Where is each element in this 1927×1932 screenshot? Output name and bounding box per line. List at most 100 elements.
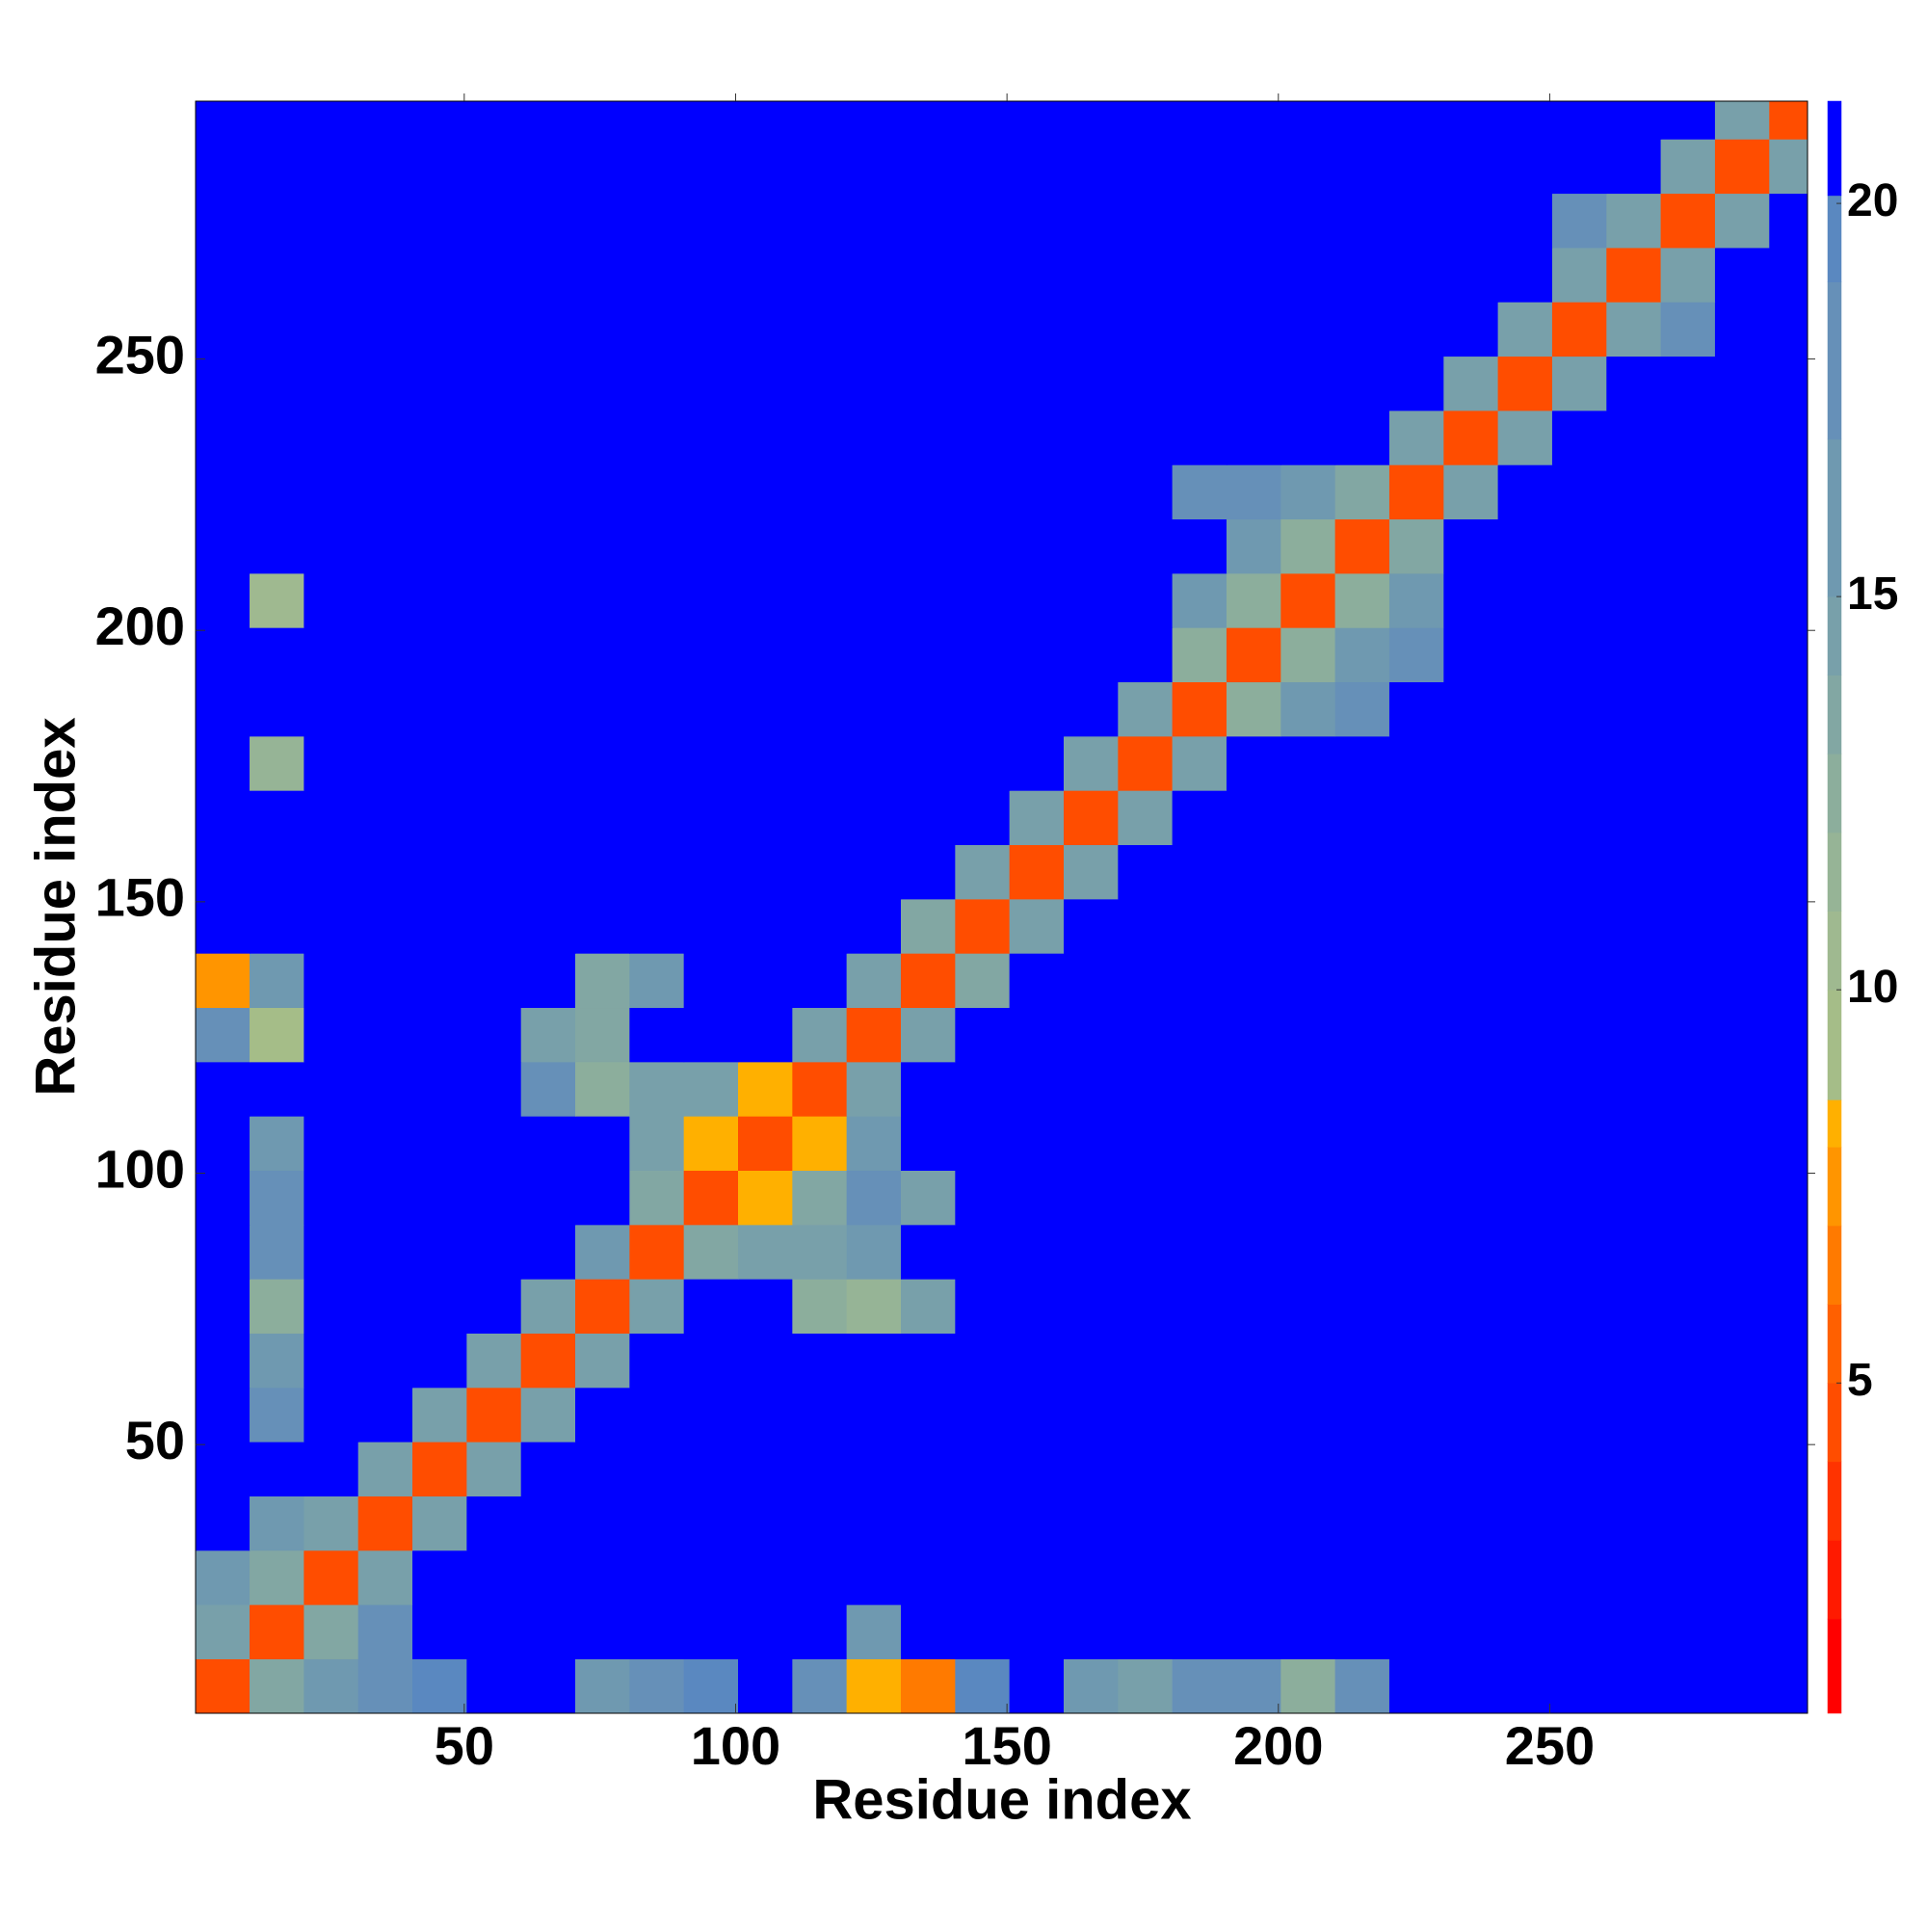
heatmap-cell [575,735,630,791]
heatmap-cell [1334,735,1390,791]
x-axis-title: Residue index [812,1768,1191,1831]
heatmap-cell [1118,572,1174,628]
heatmap-cell [1063,302,1119,357]
heatmap-cell [357,247,413,303]
heatmap-cell [1497,1116,1553,1172]
heatmap-cell [250,1116,304,1172]
colorbar-band [1827,1099,1842,1148]
heatmap-cell [1551,302,1607,357]
heatmap-cell [737,627,793,683]
heatmap-cell [1660,1333,1716,1389]
heatmap-cell [955,1116,1011,1172]
heatmap-cell [683,953,739,1009]
heatmap-cell [1551,139,1607,195]
heatmap-cell [466,1116,522,1172]
heatmap-cell [629,1224,685,1280]
heatmap-cell [900,572,956,628]
heatmap-cell [683,627,739,683]
heatmap-cell [575,518,630,574]
heatmap-cell [1388,1442,1444,1496]
heatmap-cell [1226,735,1281,791]
heatmap-cell [1660,410,1716,465]
heatmap-cell [575,572,630,628]
heatmap-cell [1551,953,1607,1009]
heatmap-cell [683,356,739,411]
heatmap-cell [846,302,902,357]
heatmap-cell [1606,518,1662,574]
heatmap-cell [1660,518,1716,574]
heatmap-cell [357,1170,413,1226]
heatmap-cell [412,139,467,195]
heatmap-cell [900,735,956,791]
heatmap-cell [900,302,956,357]
colorbar-tick-label: 10 [1847,962,1898,1013]
heatmap-cell [846,356,902,411]
heatmap-cell [1443,735,1499,791]
heatmap-cell [250,139,304,195]
heatmap-cell [1551,790,1607,846]
heatmap-cell [1226,1061,1281,1117]
heatmap-cell [1443,844,1499,900]
heatmap-cell [1714,572,1770,628]
heatmap-cell [1388,1170,1444,1226]
heatmap-cell [629,790,685,846]
heatmap-cell [412,1061,467,1117]
heatmap-cell [683,464,739,520]
heatmap-cell [575,193,630,249]
heatmap-cell [250,844,304,900]
heatmap-cell [1443,1333,1499,1389]
heatmap-cell [1063,953,1119,1009]
heatmap-cell [737,100,793,140]
heatmap-cell [304,410,359,465]
heatmap-cell [629,464,685,520]
heatmap-cell [1497,1604,1553,1659]
heatmap-cell [1334,139,1390,195]
heatmap-cell [1769,1061,1808,1117]
heatmap-cell [1660,139,1716,195]
heatmap-cell [1009,464,1065,520]
heatmap-cell [1063,1604,1119,1659]
heatmap-cell [900,1658,956,1714]
heatmap-cell [846,1279,902,1334]
heatmap-cell [357,139,413,195]
heatmap-cell [412,302,467,357]
heatmap-cell [520,356,576,411]
heatmap-cell [466,1061,522,1117]
x-tick-label: 200 [1233,1715,1323,1776]
heatmap-cell [1226,518,1281,574]
heatmap-cell [1551,1279,1607,1334]
heatmap-cell [195,356,251,411]
heatmap-cell [1118,1224,1174,1280]
y-tick-label: 200 [95,595,185,656]
heatmap-cell [737,572,793,628]
heatmap-cell [1009,1549,1065,1605]
heatmap-cell [1172,1224,1227,1280]
colorbar-band [1827,989,1842,1100]
heatmap-cell [1769,1604,1808,1659]
colorbar-tick-label: 15 [1847,569,1898,620]
heatmap-cell [1606,1116,1662,1172]
heatmap-cell [737,1116,793,1172]
heatmap-cell [250,1604,304,1659]
heatmap-cell [1660,1224,1716,1280]
heatmap-cell [1769,518,1808,574]
heatmap-cell [955,100,1011,140]
heatmap-cell [846,1061,902,1117]
heatmap-cell [1714,1442,1770,1496]
heatmap-cell [1660,953,1716,1009]
heatmap-cell [1497,1061,1553,1117]
heatmap-cell [250,1333,304,1389]
heatmap-cell [1334,1007,1390,1063]
heatmap-cell [1551,247,1607,303]
heatmap-cell [412,518,467,574]
heatmap-cell [792,1387,848,1442]
heatmap-cell [792,410,848,465]
heatmap-cell [1280,953,1336,1009]
heatmap-cell [1118,1061,1174,1117]
heatmap-cell [1280,247,1336,303]
heatmap-cell [1172,193,1227,249]
heatmap-cell [846,1116,902,1172]
heatmap-cell [1551,1604,1607,1659]
colorbar-band [1827,832,1842,912]
heatmap-cell [1714,898,1770,954]
